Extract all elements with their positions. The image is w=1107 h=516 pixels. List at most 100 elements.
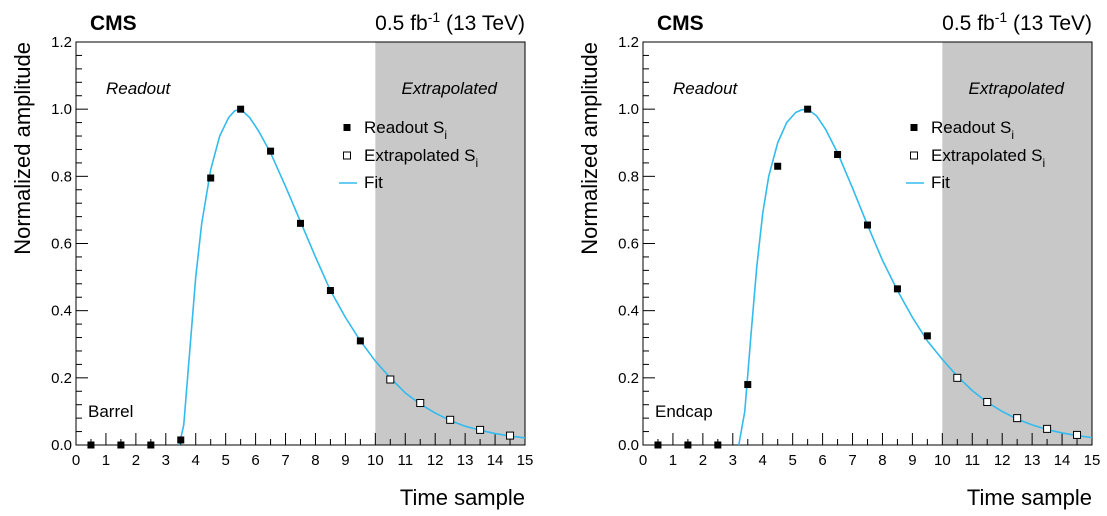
y-tick-label: 1.2 <box>51 34 72 51</box>
readout-point <box>804 105 812 113</box>
x-tick-label: 13 <box>1024 452 1041 469</box>
luminosity-label: 0.5 fb-1 (13 TeV) <box>375 9 525 35</box>
x-tick-label: 5 <box>221 452 229 469</box>
readout-point <box>923 332 931 340</box>
legend-entry-subscript: i <box>476 156 479 170</box>
x-tick-label: 6 <box>251 452 259 469</box>
readout-point <box>654 441 662 449</box>
x-tick-label: 2 <box>132 452 140 469</box>
x-tick-label: 12 <box>994 452 1011 469</box>
extrapolated-point <box>1013 414 1022 423</box>
readout-point <box>864 221 871 229</box>
x-tick-label: 11 <box>964 452 980 469</box>
chart-barrel: 0 1 2 3 4 5 6 7 8 9 10 11 12 13 14 150.00.20.40.60.81.0… <box>10 9 534 510</box>
readout-point <box>267 147 275 155</box>
legend-entry: Extrapolated Si <box>931 146 1045 170</box>
extrapolated-point <box>386 375 395 384</box>
y-tick-label: 0.4 <box>618 303 639 320</box>
region-extrapolated-label: Extrapolated <box>969 79 1065 98</box>
x-tick-label: 10 <box>367 452 384 469</box>
luminosity-value: 0.5 fb <box>942 12 995 35</box>
detector-label: Endcap <box>655 402 713 421</box>
readout-point <box>834 151 842 159</box>
region-extrapolated-label: Extrapolated <box>402 79 498 98</box>
region-readout-label: Readout <box>673 79 739 98</box>
x-tick-label: 0 <box>72 452 80 469</box>
y-tick-label: 0.6 <box>618 236 639 253</box>
y-axis-title: Normalized amplitude <box>577 42 602 255</box>
y-tick-label: 0.2 <box>618 370 639 387</box>
legend-extrapolated-marker <box>910 151 918 160</box>
legend-entry: Extrapolated Si <box>364 146 478 170</box>
extrapolated-region <box>375 42 525 445</box>
readout-point <box>326 287 334 295</box>
luminosity-label: 0.5 fb-1 (13 TeV) <box>942 9 1092 35</box>
chart-endcap: 0 1 2 3 4 5 6 7 8 9 10 11 12 13 14 150.00.20.40.60.81.0… <box>577 9 1101 510</box>
x-tick-label: 3 <box>162 452 170 469</box>
legend-entry-name: Readout S <box>364 118 444 137</box>
x-tick-label: 15 <box>1084 452 1101 469</box>
x-tick-label: 1 <box>102 452 110 469</box>
extrapolated-region <box>942 42 1092 445</box>
y-tick-label: 0.8 <box>51 168 72 185</box>
extrapolated-point <box>476 425 485 434</box>
luminosity-value: 0.5 fb <box>375 12 428 35</box>
extrapolated-point <box>953 373 962 382</box>
x-tick-label: 4 <box>759 452 767 469</box>
energy-label: (13 TeV) <box>440 12 525 35</box>
chart-panel-barrel: 0 1 2 3 4 5 6 7 8 9 10 11 12 13 14 15 0.0 0.2 0.4 0.6 0.8 1.0… <box>0 0 553 511</box>
legend-entry-name: Extrapolated S <box>364 146 476 165</box>
region-readout-label: Readout <box>106 79 172 98</box>
experiment-label: CMS <box>90 12 137 35</box>
readout-point <box>297 219 304 227</box>
detector-label: Barrel <box>88 402 133 421</box>
x-tick-label: 8 <box>878 452 886 469</box>
x-tick-label: 3 <box>729 452 737 469</box>
legend-entry: Readout Si <box>364 118 447 142</box>
extrapolated-point <box>416 399 425 408</box>
legend-entry-name: Extrapolated S <box>931 146 1043 165</box>
y-axis-title: Normalized amplitude <box>10 42 35 255</box>
legend-entry-name: Readout S <box>931 118 1011 137</box>
x-tick-label: 14 <box>487 452 504 469</box>
y-tick-label: 0.4 <box>51 303 72 320</box>
extrapolated-point <box>446 415 455 424</box>
readout-point <box>684 441 692 449</box>
legend-entry-name: Fit <box>364 173 383 192</box>
y-tick-label: 1.2 <box>618 34 639 51</box>
x-tick-label: 15 <box>517 452 534 469</box>
x-tick-label: 7 <box>281 452 289 469</box>
chart-panel-endcap: 0 1 2 3 4 5 6 7 8 9 10 11 12 13 14 15 0.0 0.2 0.4 0.6 0.8 1.0… <box>567 0 1107 511</box>
legend-entry-name: Fit <box>931 173 950 192</box>
legend-extrapolated-marker <box>343 151 351 160</box>
experiment-label: CMS <box>657 12 704 35</box>
readout-point <box>117 441 125 449</box>
x-tick-label: 2 <box>699 452 707 469</box>
x-tick-label: 10 <box>934 452 951 469</box>
y-tick-label: 0.6 <box>51 236 72 253</box>
x-tick-label: 0 <box>639 452 647 469</box>
y-tick-label: 1.0 <box>51 101 72 118</box>
y-tick-label: 0.2 <box>51 370 72 387</box>
readout-point <box>893 285 901 293</box>
readout-point <box>147 441 155 449</box>
legend-entry-subscript: i <box>1043 156 1046 170</box>
extrapolated-point <box>506 431 515 440</box>
energy-label: (13 TeV) <box>1007 12 1092 35</box>
x-tick-label: 1 <box>669 452 677 469</box>
readout-point <box>87 441 95 449</box>
y-tick-label: 0.0 <box>51 437 72 454</box>
x-tick-label: 6 <box>818 452 826 469</box>
luminosity-exponent: -1 <box>428 9 441 25</box>
x-tick-label: 11 <box>397 452 413 469</box>
readout-point <box>207 174 215 182</box>
x-tick-label: 14 <box>1054 452 1071 469</box>
extrapolated-point <box>1073 430 1082 439</box>
extrapolated-point <box>1043 424 1052 433</box>
x-tick-label: 13 <box>457 452 474 469</box>
x-tick-label: 9 <box>908 452 916 469</box>
x-tick-label: 7 <box>848 452 856 469</box>
legend-entry-subscript: i <box>1011 128 1014 142</box>
legend-entry: Fit <box>364 173 383 192</box>
legend-readout-marker <box>343 124 351 131</box>
